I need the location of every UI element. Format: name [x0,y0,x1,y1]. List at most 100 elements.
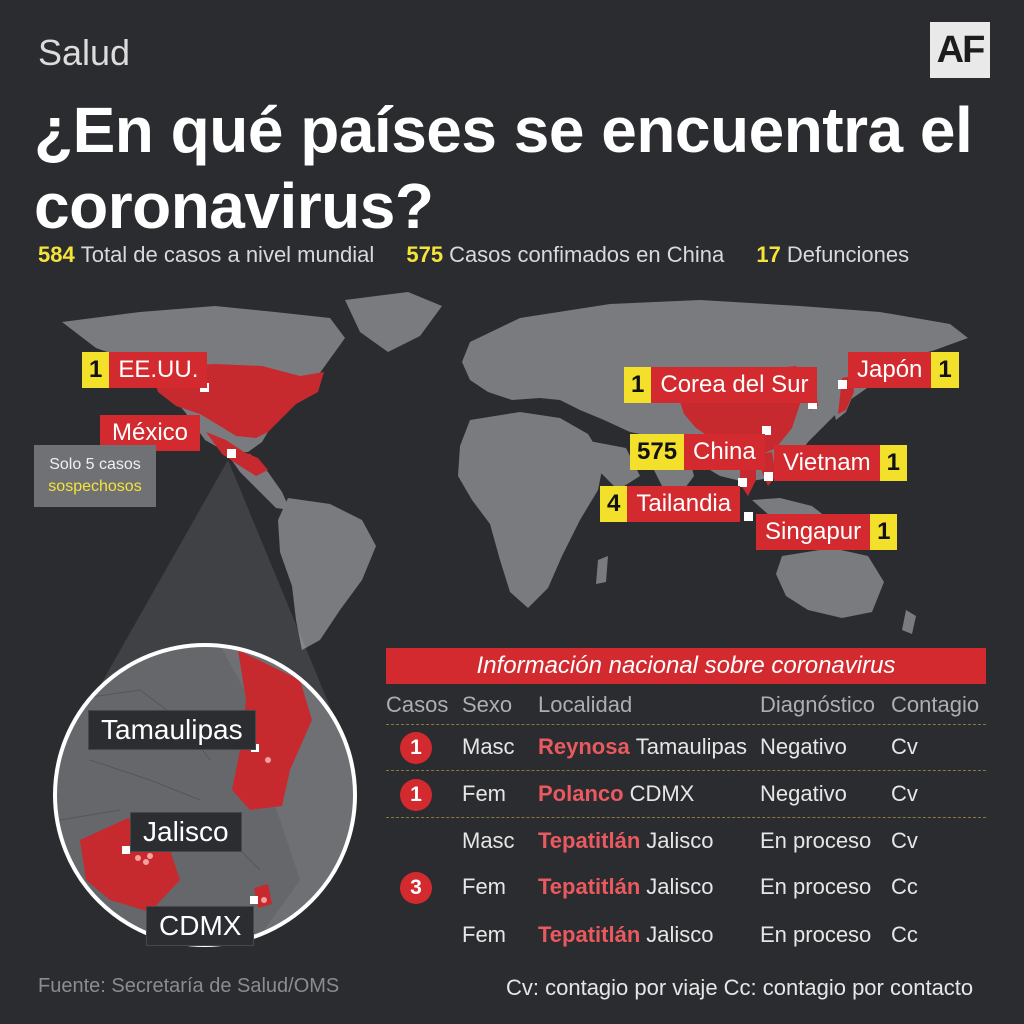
label-vietnam: Vietnam 1 [774,445,907,481]
suspects-note: Solo 5 casos sospechosos [34,445,156,507]
marker-jalisco [122,846,130,854]
label-jalisco: Jalisco [130,812,242,852]
label-thailand: 4 Tailandia [600,486,741,522]
table-title: Información nacional sobre coronavirus [386,648,986,684]
row-city: Tepatitlán [538,874,641,899]
marker-korea [808,400,817,409]
row-state: Jalisco [646,828,714,853]
col-localidad: Localidad [538,692,633,717]
vietnam-count: 1 [879,445,907,481]
row-state: Tamaulipas [635,734,747,759]
row-localidad: Tepatitlán Jalisco [538,912,714,958]
row-localidad: Tepatitlán Jalisco [538,818,714,864]
japan-name: Japón [848,352,932,388]
row-divider [386,724,986,725]
mexico-highlight [206,432,268,476]
case-count-badge: 1 [400,732,432,765]
table-row: Fem Tepatitlán Jalisco En proceso Cc [386,912,986,958]
row-localidad: Reynosa Tamaulipas [538,724,747,770]
stat-china-value: 575 [406,242,444,267]
table-row: 1 Masc Reynosa Tamaulipas Negativo Cv [386,724,986,770]
marker-japan [838,380,847,389]
thailand-count: 4 [600,486,628,522]
marker-singapore [744,512,753,521]
label-china: 575 China [630,434,765,470]
col-casos: Casos [386,692,449,717]
row-sexo: Masc [462,734,515,759]
row-contagio: Cc [891,922,918,947]
stat-total: 584 Total de casos a nivel mundial [38,242,374,267]
row-state: Jalisco [646,874,714,899]
table-row: 3 Fem Tepatitlán Jalisco En proceso Cc [386,864,986,910]
stat-china: 575 Casos confimados en China [406,242,724,267]
col-contagio: Contagio [891,692,980,717]
new-zealand [902,610,916,634]
row-localidad: Tepatitlán Jalisco [538,864,714,910]
cdmx-region [254,884,272,908]
arabia [584,440,640,490]
row-city: Tepatitlán [538,828,641,853]
label-korea: 1 Corea del Sur [624,367,818,403]
marker-thailand [738,478,747,487]
stats-bar: 584 Total de casos a nivel mundial 575 Cas… [38,242,935,268]
africa [458,412,604,608]
marker-vietnam [764,472,773,481]
col-diagnostico: Diagnóstico [760,692,875,717]
case-count-badge: 3 [400,872,432,905]
marker-mexico [227,449,236,458]
australia [776,548,884,618]
row-diagnostico: Negativo [760,734,847,759]
tamaulipas-region [232,650,312,810]
tepatitlan-dot-2 [143,859,149,865]
suspects-line1: Solo 5 casos [49,456,141,473]
usa-name: EE.UU. [109,352,208,388]
row-sexo: Fem [462,874,506,899]
row-sexo: Masc [462,828,515,853]
japan-count: 1 [931,352,959,388]
row-diagnostico: Negativo [760,781,847,806]
singapore-name: Singapur [756,514,871,550]
marker-china [762,426,771,435]
stat-deaths: 17 Defunciones [756,242,909,267]
row-diagnostico: En proceso [760,874,872,899]
label-usa: 1 EE.UU. [82,352,208,388]
table-header-row: Casos Sexo Localidad Diagnóstico Contagi… [386,682,986,728]
table-row: Masc Tepatitlán Jalisco En proceso Cv [386,818,986,864]
greenland [345,292,442,352]
row-casos: 1 [386,771,446,817]
marker-cdmx [250,896,258,904]
polanco-dot [261,897,267,903]
stat-china-label: Casos confimados en China [449,242,725,267]
row-city: Polanco [538,781,624,806]
page-title: ¿En qué países se encuentra el coronavir… [34,94,973,242]
stat-total-label: Total de casos a nivel mundial [80,242,375,267]
reynosa-dot [265,757,271,763]
row-diagnostico: En proceso [760,922,872,947]
singapore-count: 1 [870,514,898,550]
madagascar [596,556,608,584]
contagion-legend: Cv: contagio por viaje Cc: contagio por … [506,975,974,1000]
korea-name: Corea del Sur [651,367,818,403]
stat-total-value: 584 [38,242,75,267]
source-note: Fuente: Secretaría de Salud/OMS [38,975,340,997]
label-cdmx: CDMX [146,906,255,946]
stat-deaths-value: 17 [756,242,781,267]
af-logo: AF [930,22,990,78]
row-diagnostico: En proceso [760,828,872,853]
china-name: China [684,434,765,470]
tepatitlan-dot-1 [135,855,141,861]
col-sexo: Sexo [462,692,513,717]
row-casos: 3 [386,864,446,910]
row-contagio: Cv [891,828,918,853]
usa-count: 1 [82,352,110,388]
label-tamaulipas: Tamaulipas [88,710,256,750]
tepatitlan-dot-3 [147,853,153,859]
table-row: 1 Fem Polanco CDMX Negativo Cv [386,771,986,817]
south-america [278,498,376,650]
section-label: Salud [38,32,131,73]
thailand-name: Tailandia [627,486,741,522]
label-japan: Japón 1 [848,352,959,388]
suspects-line2: sospechosos [48,478,142,495]
china-count: 575 [630,434,685,470]
korea-count: 1 [624,367,652,403]
